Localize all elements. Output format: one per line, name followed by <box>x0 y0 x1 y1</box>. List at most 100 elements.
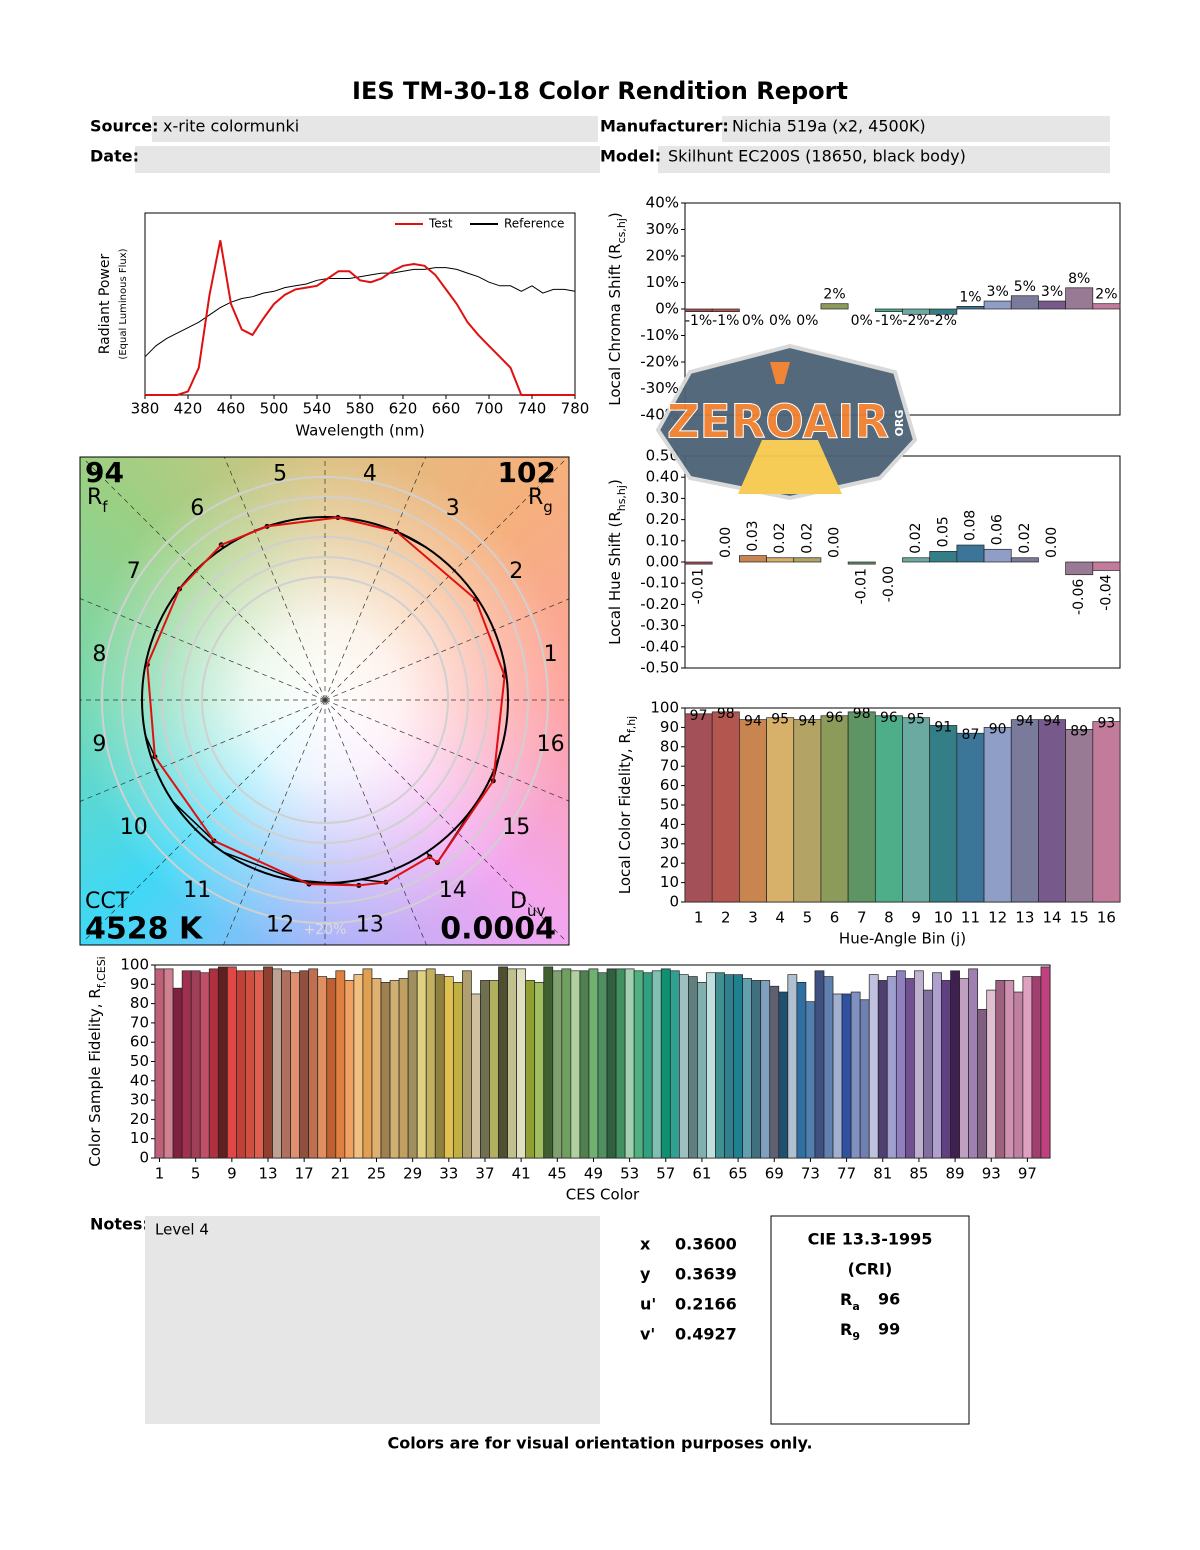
watermark: ZEROAIR ORG <box>655 343 918 501</box>
bar <box>684 308 713 312</box>
value-label: -0.00 <box>881 566 897 602</box>
y-axis-label-sub: hs,hj <box>615 485 628 511</box>
x-tick-label: 15 <box>1070 909 1089 927</box>
bar <box>929 308 958 315</box>
value-label: 95 <box>771 712 789 728</box>
y-tick-label: 80 <box>130 994 149 1012</box>
y-tick-label: 0.10 <box>646 531 679 549</box>
y-tick-label: -0.40 <box>640 637 679 655</box>
bar <box>371 978 382 1159</box>
bar <box>525 980 536 1159</box>
bar <box>425 968 436 1159</box>
plot-frame <box>144 212 576 396</box>
bin-divider <box>324 699 566 941</box>
chromaticity-value: 0.4927 <box>675 1325 737 1344</box>
bar <box>706 972 716 1159</box>
bar <box>697 982 707 1159</box>
value-label: 0.00 <box>1044 527 1060 558</box>
bar <box>1010 557 1039 563</box>
bar <box>254 970 264 1159</box>
bar <box>724 974 734 1159</box>
x-tick-label: 7 <box>857 909 867 927</box>
bar <box>651 970 662 1159</box>
x-tick-label: 21 <box>331 1165 350 1183</box>
shift-arrow <box>223 851 310 885</box>
report-title: IES TM-30-18 Color Rendition Report <box>352 77 848 105</box>
duv-label-main: D <box>510 889 527 914</box>
watermark-badge <box>655 343 918 501</box>
bin-label: 11 <box>183 878 211 903</box>
x-tick-label: 11 <box>961 909 980 927</box>
x-tick-label: 17 <box>295 1165 314 1183</box>
bar <box>711 711 740 903</box>
value-label: 0.06 <box>990 514 1006 545</box>
y-axis-label: Local Color Fidelity, Rf,hj <box>616 716 638 895</box>
bin-label: 6 <box>190 496 204 521</box>
bar <box>715 972 725 1159</box>
y-tick-label: 0 <box>139 1149 149 1167</box>
bar <box>236 970 246 1159</box>
y-tick-label: 0.30 <box>646 489 679 507</box>
y-tick-label: -10% <box>640 326 679 344</box>
bin-divider <box>80 598 326 701</box>
bar <box>163 968 174 1159</box>
value-label: 0% <box>769 313 791 329</box>
bar <box>1013 991 1024 1159</box>
value-label: -0.01 <box>691 568 707 604</box>
bar <box>407 970 418 1159</box>
bar <box>245 970 255 1159</box>
bar <box>733 974 743 1159</box>
bin-label: 2 <box>509 559 523 584</box>
field-box <box>658 146 1110 173</box>
bar <box>983 727 1012 903</box>
bar <box>1092 303 1121 310</box>
bar <box>389 980 400 1159</box>
bin-divider <box>80 699 326 802</box>
bar <box>868 974 879 1159</box>
y-tick-label: 40% <box>646 194 679 212</box>
bar <box>633 970 644 1159</box>
bar <box>941 980 951 1159</box>
y-tick-label: -0.10 <box>640 574 679 592</box>
bar <box>1010 295 1039 310</box>
bar <box>684 713 713 903</box>
x-tick-label: 380 <box>131 400 160 418</box>
bar <box>859 999 870 1159</box>
bar <box>760 980 771 1159</box>
bar <box>416 970 427 1159</box>
cct-value: 4528 K <box>85 912 204 947</box>
value-label: 0.03 <box>745 520 761 551</box>
bar <box>914 970 924 1159</box>
bar <box>751 980 762 1159</box>
x-tick-label: 500 <box>260 400 289 418</box>
cri-value: 96 <box>878 1290 900 1309</box>
y-tick-label: 0.00 <box>646 553 679 571</box>
cri-label-sub: a <box>852 1300 859 1313</box>
x-tick-label: 33 <box>439 1165 458 1183</box>
value-label: 0.05 <box>935 516 951 547</box>
x-tick-label: 660 <box>432 400 461 418</box>
value-label: 98 <box>717 706 735 722</box>
rg-label-sub: g <box>543 498 553 516</box>
value-label: 0% <box>851 313 873 329</box>
bar <box>778 991 789 1159</box>
bar <box>847 711 876 903</box>
bin-divider <box>84 699 326 941</box>
bar <box>471 993 481 1159</box>
y-axis-label: Local Chroma Shift (Rcs,hj) <box>606 212 628 406</box>
field-label: Source: <box>90 117 159 136</box>
bar <box>902 717 931 903</box>
shift-arrow <box>144 735 156 758</box>
cri-label: R9 <box>840 1320 860 1343</box>
bar <box>823 976 834 1159</box>
bar <box>624 968 635 1159</box>
cri-label-main: R <box>840 1320 852 1339</box>
bin-label: 1 <box>544 642 558 667</box>
y-tick-label: -30% <box>640 379 679 397</box>
rg-label: Rg <box>528 485 553 516</box>
y-tick-label: 30 <box>660 834 679 852</box>
bin-divider <box>324 699 427 945</box>
bar <box>579 970 590 1159</box>
bar <box>932 972 942 1159</box>
